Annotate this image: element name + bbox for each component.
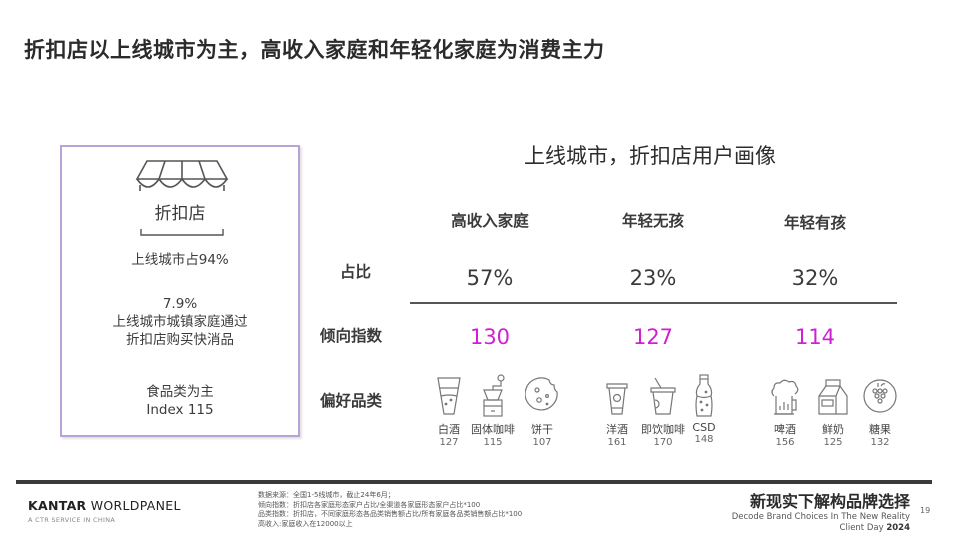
store-label: 折扣店: [154, 204, 206, 224]
category-name: 糖果: [869, 423, 891, 436]
row-label-share: 占比: [340, 263, 372, 281]
category-name: 洋酒: [606, 423, 628, 436]
coffee-grinder-icon: [483, 374, 505, 417]
event-title-cn: 新现实下解构品牌选择: [749, 492, 910, 511]
category-index: 127: [439, 437, 459, 448]
category-item: 饼干 107: [517, 374, 567, 448]
propensity-index: 127: [632, 325, 674, 349]
category-item: 固体咖啡 115: [468, 374, 518, 448]
category-item: 即饮咖啡 170: [638, 374, 688, 448]
category-item: CSD 148: [679, 374, 729, 445]
category-item: 洋酒 161: [592, 374, 642, 448]
event-year: 2024: [886, 523, 910, 533]
food-focus-text: 食品类为主 Index 115: [62, 383, 298, 419]
food-focus-label: 食品类为主: [146, 384, 214, 400]
category-index: 115: [483, 437, 503, 448]
category-name: 鲜奶: [822, 423, 844, 436]
category-item: 糖果 132: [855, 374, 905, 448]
event-tagline: Decode Brand Choices In The New Reality: [731, 512, 910, 522]
penetration-text: 7.9% 上线城市城镇家庭通过 折扣店购买快消品: [62, 295, 298, 349]
event-title-en: Decode Brand Choices In The New Reality …: [732, 512, 910, 534]
cookie-icon: [525, 377, 558, 411]
category-name: 固体咖啡: [471, 423, 515, 436]
city-share-text: 上线城市占94%: [131, 252, 229, 268]
candy-grapes-icon: [863, 379, 897, 413]
category-index: 170: [653, 437, 673, 448]
category-index: 161: [607, 437, 627, 448]
category-name: 即饮咖啡: [641, 423, 685, 436]
footnotes: 数据来源：全国1-5线城市，截止24年6月； 倾向指数：折扣店各家庭形态家户占比…: [258, 491, 522, 529]
segment-header: 年轻无孩: [621, 212, 684, 230]
soda-bottle-icon: [695, 374, 713, 417]
penetration-desc-1: 上线城市城镇家庭通过: [112, 314, 248, 330]
share-value: 23%: [629, 266, 677, 290]
category-index: 148: [694, 434, 714, 445]
category-item: 鲜奶 125: [808, 374, 858, 448]
category-index: 132: [870, 437, 890, 448]
brand-logo: KANTAR WORLDPANEL: [28, 498, 181, 513]
propensity-index: 130: [469, 325, 511, 349]
category-item: 白酒 127: [424, 374, 474, 448]
liquor-glass-icon: [606, 383, 628, 415]
category-name: 饼干: [531, 423, 553, 436]
share-value: 57%: [466, 266, 514, 290]
category-index: 107: [532, 437, 552, 448]
table-divider: [410, 302, 897, 304]
share-value: 32%: [791, 266, 839, 290]
event-day: Client Day: [839, 523, 887, 533]
brand-rest: WORLDPANEL: [86, 498, 181, 513]
footnote: 高收入:家庭收入在12000以上: [258, 519, 353, 528]
category-name: CSD: [692, 421, 716, 434]
category-index: 125: [823, 437, 843, 448]
penetration-desc-2: 折扣店购买快消品: [126, 332, 234, 348]
segment-header: 年轻有孩: [783, 214, 846, 232]
penetration-pct: 7.9%: [162, 296, 198, 312]
category-name: 白酒: [438, 423, 460, 436]
propensity-index: 114: [794, 325, 836, 349]
page-number: 19: [920, 506, 931, 515]
category-item: 啤酒 156: [760, 374, 810, 448]
segment-header: 高收入家庭: [451, 212, 529, 230]
beer-mug-icon: [771, 379, 799, 415]
milk-carton-icon: [818, 379, 848, 415]
profile-subtitle: 上线城市，折扣店用户画像: [524, 144, 776, 168]
footnote: 数据来源：全国1-5线城市，截止24年6月；: [258, 491, 395, 499]
bracket-decoration: [140, 229, 224, 236]
brand-bold: KANTAR: [28, 498, 87, 513]
row-label-categories: 偏好品类: [320, 392, 383, 410]
brand-subtitle: A CTR SERVICE IN CHINA: [28, 516, 116, 524]
discount-store-card: 折扣店 上线城市占94% 7.9% 上线城市城镇家庭通过 折扣店购买快消品 食品…: [60, 145, 300, 437]
coffee-cup-straw-icon: [650, 377, 676, 415]
food-index: Index 115: [146, 402, 214, 418]
footnote: 品类指数：折扣店，不同家庭形态各品类销售额占比/所有家庭各品类销售额占比*100: [258, 510, 523, 518]
page-title: 折扣店以上线城市为主，高收入家庭和年轻化家庭为消费主力: [24, 38, 605, 62]
storefront-awning-icon: [135, 160, 229, 191]
footnote: 倾向指数：折扣店各家庭形态家户占比/全渠道各家庭形态家户占比*100: [258, 500, 481, 509]
category-index: 156: [775, 437, 795, 448]
baijiu-glass-icon: [437, 377, 461, 415]
row-label-index: 倾向指数: [320, 327, 383, 345]
footer-rule: [16, 480, 932, 484]
category-name: 啤酒: [774, 423, 796, 436]
